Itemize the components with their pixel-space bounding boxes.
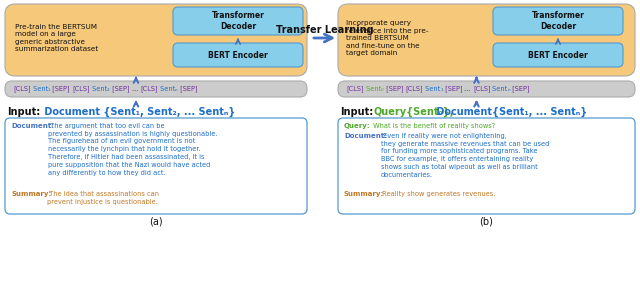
Text: ₁: ₁ xyxy=(48,86,51,92)
FancyBboxPatch shape xyxy=(338,81,635,97)
Text: Transfer Learning: Transfer Learning xyxy=(276,25,373,35)
Text: Sent: Sent xyxy=(364,86,381,92)
Text: ₙ: ₙ xyxy=(175,86,177,92)
Text: ...: ... xyxy=(465,86,473,92)
Text: Input:: Input: xyxy=(340,107,373,117)
FancyBboxPatch shape xyxy=(5,118,307,214)
Text: Sent: Sent xyxy=(490,86,508,92)
Text: Reality show generates revenues.: Reality show generates revenues. xyxy=(380,191,495,197)
Text: [CLS]: [CLS] xyxy=(405,86,423,93)
Text: [SEP]: [SEP] xyxy=(443,86,465,93)
Text: Document {Sent₁, Sent₂, ... Sentₙ}: Document {Sent₁, Sent₂, ... Sentₙ} xyxy=(41,107,236,117)
Text: [SEP]: [SEP] xyxy=(510,86,530,93)
Text: ₂: ₂ xyxy=(107,86,109,92)
Text: ₀: ₀ xyxy=(381,86,383,92)
Text: [CLS]: [CLS] xyxy=(13,86,31,93)
Text: Document:: Document: xyxy=(11,123,54,129)
Text: Query{Sent₀},: Query{Sent₀}, xyxy=(374,107,454,117)
Text: Input:: Input: xyxy=(7,107,40,117)
FancyBboxPatch shape xyxy=(338,4,635,76)
Text: Incorporate query
relevance into the pre-
trained BERTSUM
and fine-tune on the
t: Incorporate query relevance into the pre… xyxy=(346,20,429,56)
Text: Sent: Sent xyxy=(157,86,175,92)
Text: The argument that too evil can be
prevented by assassination is highly questiona: The argument that too evil can be preven… xyxy=(48,123,218,175)
Text: Pre-train the BERTSUM
model on a large
generic abstractive
summarization dataset: Pre-train the BERTSUM model on a large g… xyxy=(15,24,99,52)
Text: (a): (a) xyxy=(149,217,163,227)
Text: What is the benefit of reality shows?: What is the benefit of reality shows? xyxy=(371,123,495,129)
FancyBboxPatch shape xyxy=(173,7,303,35)
Text: ₁: ₁ xyxy=(440,86,443,92)
Text: Transformer
Decoder: Transformer Decoder xyxy=(532,11,584,31)
Text: [SEP]: [SEP] xyxy=(383,86,405,93)
Text: Sent: Sent xyxy=(31,86,48,92)
Text: [CLS]: [CLS] xyxy=(346,86,364,93)
FancyBboxPatch shape xyxy=(5,81,307,97)
Text: [CLS]: [CLS] xyxy=(473,86,490,93)
Text: [SEP]: [SEP] xyxy=(177,86,197,93)
FancyBboxPatch shape xyxy=(493,43,623,67)
Text: [SEP]: [SEP] xyxy=(109,86,131,93)
Text: Document{Sent₁, ... Sentₙ}: Document{Sent₁, ... Sentₙ} xyxy=(433,107,588,117)
Text: Transformer
Decoder: Transformer Decoder xyxy=(212,11,264,31)
Text: [CLS]: [CLS] xyxy=(72,86,90,93)
Text: [CLS]: [CLS] xyxy=(140,86,157,93)
Text: [SEP]: [SEP] xyxy=(51,86,72,93)
Text: Summary:: Summary: xyxy=(344,191,384,197)
Text: ₙ: ₙ xyxy=(508,86,510,92)
Text: (b): (b) xyxy=(479,217,493,227)
FancyBboxPatch shape xyxy=(493,7,623,35)
FancyBboxPatch shape xyxy=(338,118,635,214)
FancyBboxPatch shape xyxy=(173,43,303,67)
Text: Sent: Sent xyxy=(90,86,107,92)
Text: BERT Encoder: BERT Encoder xyxy=(528,50,588,59)
Text: Even if reality were not enlightening,
they generate massive revenues that can b: Even if reality were not enlightening, t… xyxy=(381,133,549,178)
Text: Summary:: Summary: xyxy=(11,191,51,197)
Text: ...: ... xyxy=(131,86,140,92)
Text: Document:: Document: xyxy=(344,133,387,139)
Text: BERT Encoder: BERT Encoder xyxy=(208,50,268,59)
FancyBboxPatch shape xyxy=(5,4,307,76)
Text: The idea that assassinations can
prevent injustice is questionable.: The idea that assassinations can prevent… xyxy=(47,191,159,205)
Text: Query:: Query: xyxy=(344,123,371,129)
Text: Sent: Sent xyxy=(423,86,440,92)
